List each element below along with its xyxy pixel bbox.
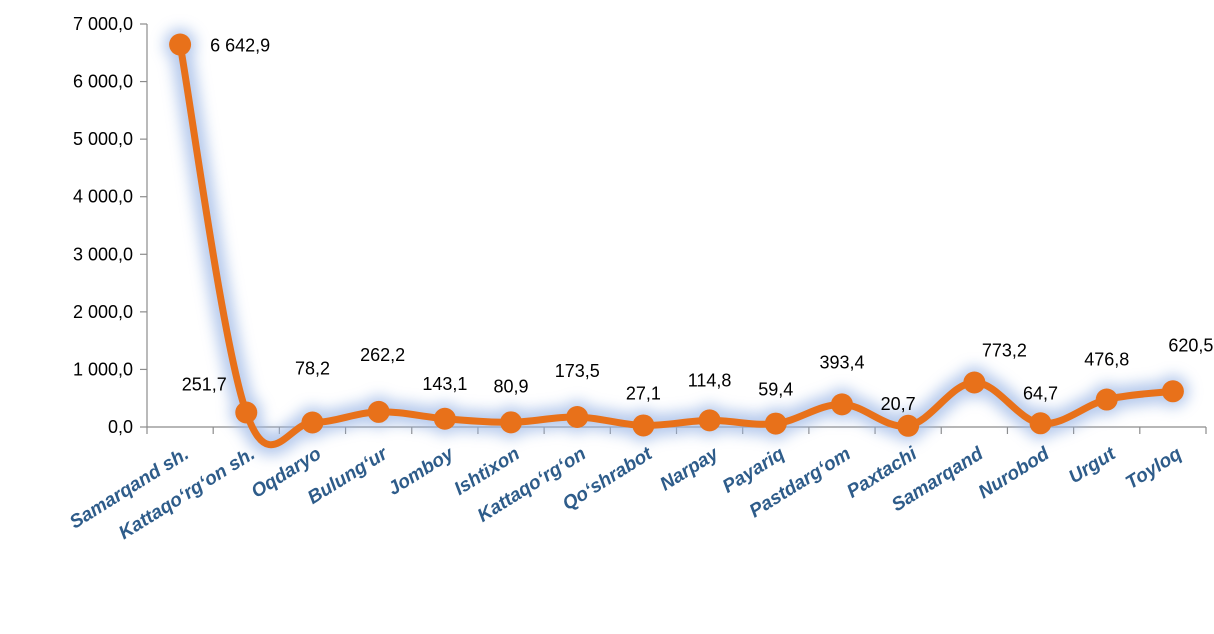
- data-point-14: [1095, 388, 1118, 411]
- data-label-15: 620,5: [1168, 335, 1213, 355]
- data-point-12: [963, 371, 986, 394]
- data-point-15: [1161, 380, 1184, 403]
- data-point-1: [235, 401, 258, 424]
- y-axis-tick-labels: 0,0 1 000,0 2 000,0 3 000,0 4 000,0 5 000,0 6 …: [73, 14, 133, 437]
- data-point-2: [301, 411, 324, 434]
- data-label-3: 262,2: [360, 345, 405, 365]
- data-label-9: 59,4: [758, 380, 793, 400]
- data-label-10: 393,4: [819, 352, 864, 372]
- y-tick-label: 1 000,0: [73, 359, 133, 379]
- data-point-6: [566, 406, 589, 429]
- data-label-1: 251,7: [182, 375, 227, 395]
- y-tick-label: 4 000,0: [73, 187, 133, 207]
- data-label-5: 80,9: [494, 376, 529, 396]
- data-label-2: 78,2: [295, 358, 330, 378]
- x-tick-label-13: Nurobod: [975, 443, 1054, 503]
- y-tick-label: 6 000,0: [73, 72, 133, 92]
- data-label-8: 114,8: [688, 370, 732, 390]
- data-label-12: 773,2: [982, 340, 1027, 360]
- data-point-3: [367, 400, 390, 423]
- data-label-13: 64,7: [1023, 383, 1058, 403]
- data-point-5: [500, 411, 523, 434]
- data-points: [169, 33, 1184, 437]
- x-tick-label-8: Narpay: [656, 443, 723, 496]
- data-label-11: 20,7: [881, 394, 916, 414]
- x-tick-label-15: Toyloq: [1122, 443, 1186, 494]
- x-tick-label-4: Jomboy: [385, 443, 459, 500]
- x-axis-tick-labels: Samarqand sh.Kattaqo‘rg‘on sh.OqdaryoBul…: [66, 443, 1186, 544]
- y-tick-label: 0,0: [108, 417, 133, 437]
- data-point-0: [169, 33, 192, 56]
- data-point-10: [830, 393, 853, 416]
- data-point-9: [764, 412, 787, 435]
- y-tick-label: 7 000,0: [73, 14, 133, 34]
- data-label-4: 143,1: [422, 374, 467, 394]
- data-label-7: 27,1: [626, 383, 661, 403]
- data-point-7: [632, 414, 655, 437]
- data-label-0: 6 642,9: [210, 36, 270, 56]
- data-labels: 6 642,9 251,7 78,2 262,2 143,1 80,9 173,5 27,1 1…: [182, 36, 1214, 414]
- data-point-4: [433, 407, 456, 430]
- data-point-11: [897, 414, 920, 437]
- data-point-8: [698, 409, 721, 432]
- data-label-6: 173,5: [555, 361, 600, 381]
- y-tick-label: 3 000,0: [73, 244, 133, 264]
- y-tick-label: 2 000,0: [73, 302, 133, 322]
- x-tick-label-14: Urgut: [1065, 443, 1120, 488]
- data-point-13: [1029, 412, 1052, 435]
- y-tick-label: 5 000,0: [73, 129, 133, 149]
- data-label-14: 476,8: [1084, 350, 1129, 370]
